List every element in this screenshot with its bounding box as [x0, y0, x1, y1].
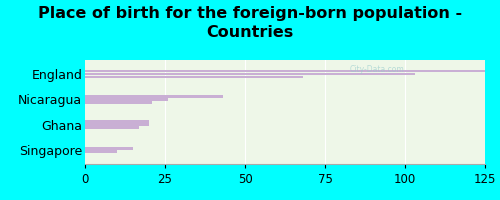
Text: Place of birth for the foreign-born population -
Countries: Place of birth for the foreign-born popu… [38, 6, 462, 40]
Text: City-Data.com: City-Data.com [350, 65, 405, 74]
Bar [85, 73, 414, 75]
Bar [85, 120, 149, 123]
Bar [85, 95, 222, 98]
Bar [85, 101, 152, 104]
Bar [85, 98, 168, 101]
Bar [85, 76, 302, 78]
Bar [85, 147, 133, 150]
Bar [85, 150, 117, 153]
Bar [85, 126, 140, 129]
Bar [85, 123, 149, 126]
Bar [85, 70, 485, 72]
